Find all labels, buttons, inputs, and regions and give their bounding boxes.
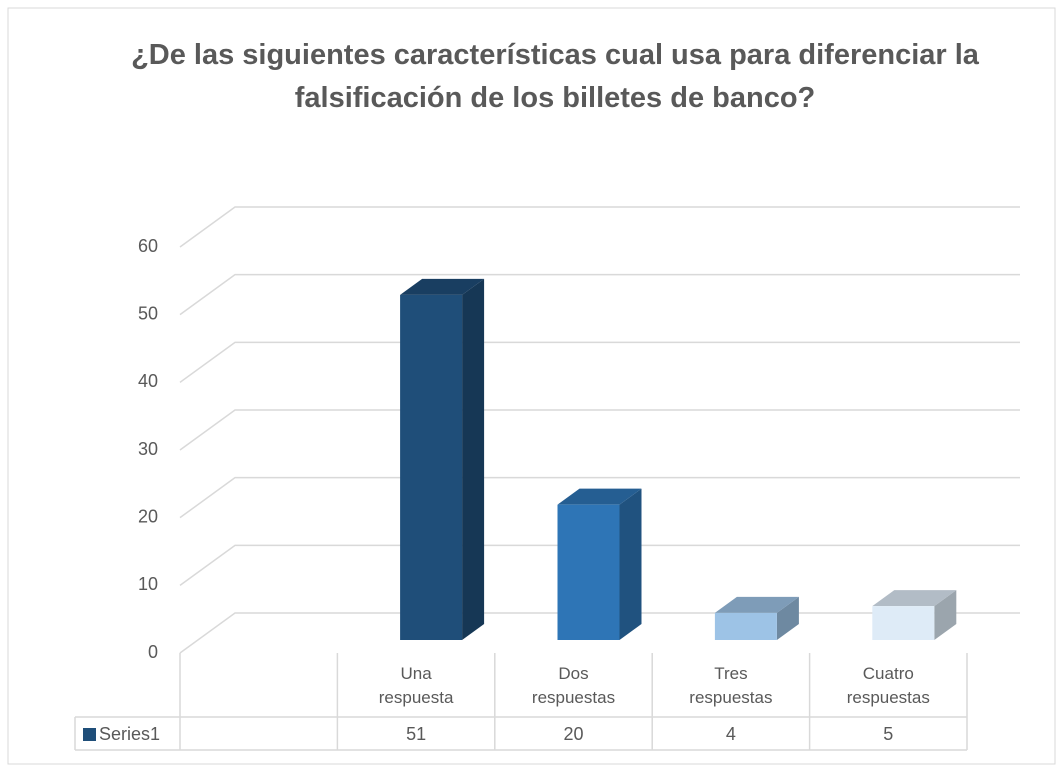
bar-top xyxy=(557,488,642,505)
bar-side xyxy=(934,590,957,640)
bar-top xyxy=(872,590,957,607)
grid-line xyxy=(179,476,1020,519)
x-tick-label: Cuatro respuestas xyxy=(846,664,930,707)
bar xyxy=(714,612,777,640)
grid-line xyxy=(179,341,1020,383)
chart-title: ¿De las siguientes características cual … xyxy=(131,39,979,114)
y-tick-label: 10 xyxy=(138,574,158,594)
y-tick-label: 40 xyxy=(138,371,158,391)
y-tick-label: 0 xyxy=(148,642,158,662)
y-tick-label: 20 xyxy=(138,506,158,526)
data-table-value: 20 xyxy=(563,724,583,744)
bar-side xyxy=(776,596,799,640)
bar-top xyxy=(714,596,799,613)
grid-line xyxy=(179,273,1020,316)
bar xyxy=(872,606,935,640)
grid-line xyxy=(179,544,1020,586)
y-tick-label: 50 xyxy=(138,303,158,323)
bar-side xyxy=(462,278,485,640)
bar xyxy=(400,294,463,640)
legend-key xyxy=(83,728,96,741)
data-table-value: 5 xyxy=(883,724,893,744)
x-tick-label: Una respuesta xyxy=(378,664,454,707)
grid-line xyxy=(179,409,1020,451)
legend-label: Series1 xyxy=(99,724,160,744)
bar xyxy=(557,504,620,640)
bar-side xyxy=(619,488,642,640)
y-tick-label: 60 xyxy=(138,236,158,256)
x-tick-label: Dos respuestas xyxy=(531,664,616,707)
grid-line xyxy=(179,206,1020,248)
bar-top xyxy=(400,278,485,295)
data-table-value: 51 xyxy=(406,724,426,744)
x-tick-label: Tres respuestas xyxy=(689,664,773,707)
chart-border xyxy=(7,7,1056,765)
data-table-value: 4 xyxy=(726,724,736,744)
y-tick-label: 30 xyxy=(138,439,158,459)
